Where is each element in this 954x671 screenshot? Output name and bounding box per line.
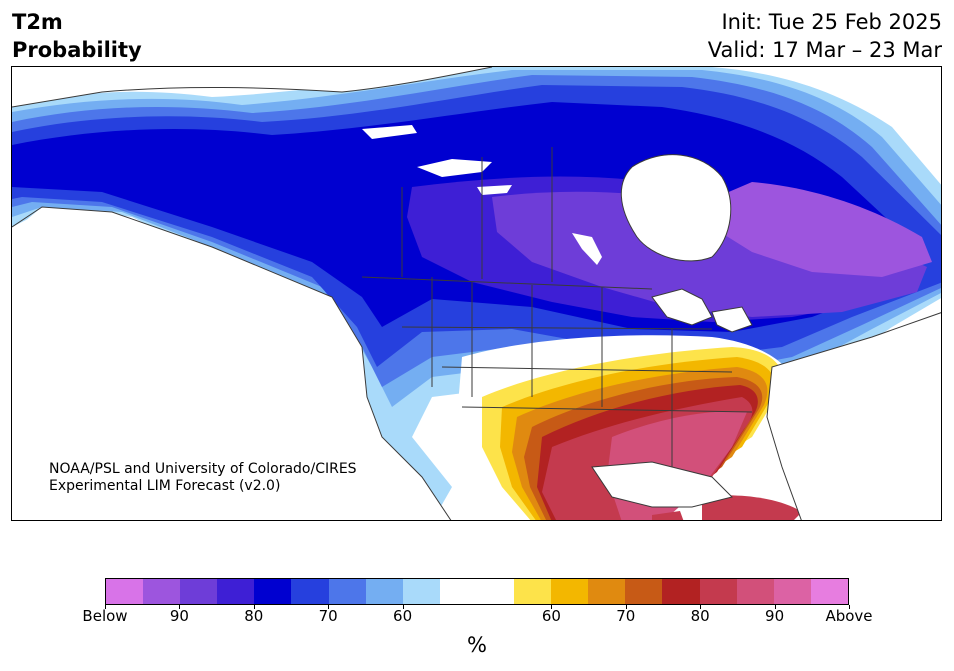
colorbar-cell bbox=[254, 579, 292, 604]
lake-winnipeg bbox=[572, 233, 602, 265]
colorbar-cell bbox=[514, 579, 552, 604]
title-block: T2m Probability bbox=[12, 8, 142, 64]
tick-mark bbox=[551, 605, 553, 609]
colorbar-cell bbox=[773, 579, 811, 604]
variable-label: T2m bbox=[12, 10, 63, 34]
lake-north-2 bbox=[477, 185, 512, 195]
tick-label: Below bbox=[82, 607, 128, 625]
unit-label: % bbox=[467, 633, 487, 657]
region-caribbean-small bbox=[652, 511, 684, 520]
init-date: Init: Tue 25 Feb 2025 bbox=[721, 10, 942, 34]
colorbar-cell bbox=[365, 579, 403, 604]
tick-mark bbox=[625, 605, 627, 609]
great-lake-1 bbox=[651, 288, 713, 326]
map-canvas bbox=[12, 67, 941, 520]
tick-label: Above bbox=[825, 607, 873, 625]
colorbar-cell bbox=[625, 579, 663, 604]
lake-north-1 bbox=[417, 159, 492, 177]
colorbar-cell bbox=[439, 579, 477, 604]
colorbar-cell bbox=[143, 579, 181, 604]
tick-label: 60 bbox=[393, 607, 413, 625]
tick-label: 70 bbox=[318, 607, 338, 625]
hudson-bay bbox=[620, 154, 732, 262]
colorbar-cell bbox=[106, 579, 144, 604]
date-block: Init: Tue 25 Feb 2025 Valid: 17 Mar – 23… bbox=[708, 8, 942, 64]
tick-label: 80 bbox=[690, 607, 710, 625]
credit-line-2: Experimental LIM Forecast (v2.0) bbox=[49, 478, 281, 494]
arctic-ocean bbox=[12, 67, 492, 107]
tick-label: 60 bbox=[541, 607, 561, 625]
tick-label: 70 bbox=[616, 607, 636, 625]
pacific-ocean bbox=[12, 207, 451, 520]
colorbar-cell bbox=[736, 579, 774, 604]
colorbar bbox=[105, 578, 849, 605]
tick-mark bbox=[774, 605, 776, 609]
us-canada-border bbox=[361, 276, 653, 290]
credit-line-1: NOAA/PSL and University of Colorado/CIRE… bbox=[49, 461, 357, 477]
atlantic-ocean bbox=[767, 312, 941, 520]
tick-mark bbox=[402, 605, 404, 609]
gulf-coast bbox=[591, 461, 733, 508]
colorbar-cell bbox=[291, 579, 329, 604]
colorbar-cell bbox=[328, 579, 366, 604]
colorbar-cell bbox=[551, 579, 589, 604]
colorbar-cell bbox=[217, 579, 255, 604]
tick-label: 90 bbox=[169, 607, 189, 625]
tick-label: 80 bbox=[244, 607, 264, 625]
state-line-6 bbox=[441, 366, 733, 373]
lake-north-3 bbox=[362, 125, 417, 139]
region-purple bbox=[712, 182, 932, 277]
borders bbox=[12, 67, 941, 520]
subtitle-label: Probability bbox=[12, 38, 142, 62]
colorbar-cell bbox=[402, 579, 440, 604]
tick-mark bbox=[105, 605, 106, 609]
tick-mark bbox=[700, 605, 702, 609]
great-lake-2 bbox=[711, 306, 753, 333]
tick-mark bbox=[849, 605, 850, 609]
valid-date: Valid: 17 Mar – 23 Mar bbox=[707, 38, 942, 62]
region-caribbean-red bbox=[702, 495, 802, 520]
colorbar-cell bbox=[662, 579, 700, 604]
coastline-east bbox=[766, 312, 941, 520]
credit-text: NOAA/PSL and University of Colorado/CIRE… bbox=[49, 461, 357, 495]
forecast-map bbox=[11, 66, 942, 521]
colorbar-cell bbox=[810, 579, 848, 604]
tick-label: 90 bbox=[765, 607, 785, 625]
coastline-west bbox=[12, 206, 452, 520]
colorbar-cell bbox=[699, 579, 737, 604]
colorbar-cell bbox=[588, 579, 626, 604]
colorbar-cell bbox=[476, 579, 515, 604]
coastline-north bbox=[12, 67, 493, 108]
tick-mark bbox=[328, 605, 330, 609]
tick-mark bbox=[179, 605, 181, 609]
tick-mark bbox=[253, 605, 255, 609]
colorbar-tick-labels: Below 90 80 70 60 60 70 80 90 Above bbox=[0, 606, 954, 630]
state-line-7 bbox=[461, 406, 753, 413]
state-line-5 bbox=[401, 326, 713, 330]
colorbar-cell bbox=[180, 579, 218, 604]
